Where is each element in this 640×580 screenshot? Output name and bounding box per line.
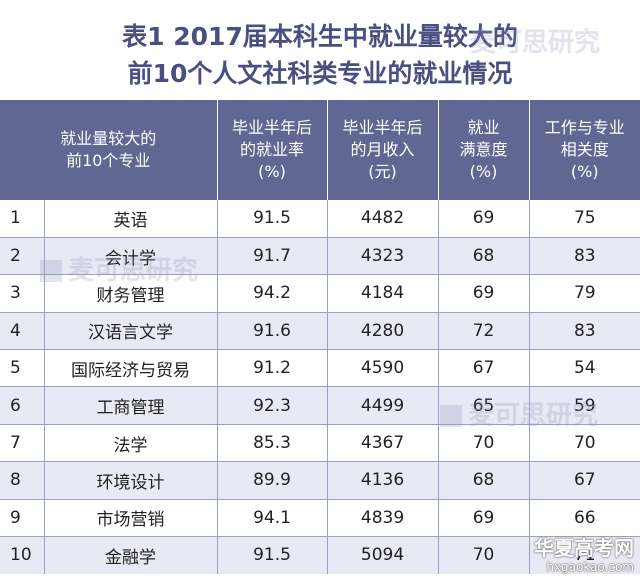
rank-cell: 6: [0, 386, 44, 425]
rank-cell: 9: [0, 499, 44, 538]
monthly-income-cell: 5094: [326, 536, 439, 574]
monthly-income-cell: 4280: [326, 312, 439, 351]
employment-rate-cell: 91.6: [216, 312, 328, 351]
table-row: 3 财务管理 94.2 4184 69 79: [0, 274, 640, 313]
rank-cell: 8: [0, 461, 44, 500]
employment-rate-cell: 85.3: [216, 424, 328, 463]
relevance-cell: 70: [528, 424, 640, 463]
employment-rate-cell: 91.7: [216, 237, 328, 276]
satisfaction-cell: 69: [437, 274, 530, 313]
monthly-income-cell: 4367: [326, 424, 439, 463]
table-row: 1 英语 91.5 4482 69 75: [0, 200, 640, 238]
header-monthly-income: 毕业半年后 的月收入 (元): [326, 100, 439, 200]
relevance-cell: 79: [528, 274, 640, 313]
rank-cell: 1: [0, 200, 44, 238]
employment-rate-cell: 91.2: [216, 349, 328, 388]
major-cell: 工商管理: [43, 386, 218, 425]
satisfaction-cell: 70: [437, 424, 530, 463]
monthly-income-cell: 4590: [326, 349, 439, 388]
relevance-cell: 66: [528, 499, 640, 538]
employment-table: 就业量较大的 前10个专业 毕业半年后 的就业率 (%) 毕业半年后 的月收入 …: [0, 100, 640, 574]
satisfaction-cell: 70: [437, 536, 530, 574]
monthly-income-cell: 4839: [326, 499, 439, 538]
employment-rate-cell: 94.2: [216, 274, 328, 313]
major-cell: 法学: [43, 424, 218, 463]
employment-rate-cell: 91.5: [216, 536, 328, 574]
rank-cell: 7: [0, 424, 44, 463]
satisfaction-cell: 67: [437, 349, 530, 388]
satisfaction-cell: 69: [437, 200, 530, 238]
header-relevance: 工作与专业 相关度 (%): [528, 100, 640, 200]
employment-rate-cell: 91.5: [216, 200, 328, 238]
major-cell: 金融学: [43, 536, 218, 574]
relevance-cell: 71: [528, 536, 640, 574]
relevance-cell: 54: [528, 349, 640, 388]
title-line-2: 前10个人文社科类专业的就业情况: [127, 59, 513, 88]
monthly-income-cell: 4323: [326, 237, 439, 276]
satisfaction-cell: 65: [437, 386, 530, 425]
major-cell: 财务管理: [43, 274, 218, 313]
satisfaction-cell: 68: [437, 461, 530, 500]
header-row: 就业量较大的 前10个专业 毕业半年后 的就业率 (%) 毕业半年后 的月收入 …: [0, 100, 640, 200]
header-major: 就业量较大的 前10个专业: [0, 100, 218, 200]
satisfaction-cell: 68: [437, 237, 530, 276]
table-row: 6 工商管理 92.3 4499 65 59: [0, 386, 640, 425]
rank-cell: 3: [0, 274, 44, 313]
rank-cell: 10: [0, 536, 44, 574]
monthly-income-cell: 4136: [326, 461, 439, 500]
major-cell: 汉语言文学: [43, 312, 218, 351]
satisfaction-cell: 72: [437, 312, 530, 351]
employment-rate-cell: 89.9: [216, 461, 328, 500]
relevance-cell: 67: [528, 461, 640, 500]
table-row: 7 法学 85.3 4367 70 70: [0, 424, 640, 463]
rank-cell: 5: [0, 349, 44, 388]
relevance-cell: 83: [528, 312, 640, 351]
table-row: 8 环境设计 89.9 4136 68 67: [0, 461, 640, 500]
relevance-cell: 75: [528, 200, 640, 238]
table-header: 就业量较大的 前10个专业 毕业半年后 的就业率 (%) 毕业半年后 的月收入 …: [0, 100, 640, 200]
satisfaction-cell: 69: [437, 499, 530, 538]
major-cell: 英语: [43, 200, 218, 238]
monthly-income-cell: 4499: [326, 386, 439, 425]
employment-rate-cell: 94.1: [216, 499, 328, 538]
major-cell: 环境设计: [43, 461, 218, 500]
title-line-1: 表1 2017届本科生中就业量较大的: [122, 22, 518, 51]
rank-cell: 4: [0, 312, 44, 351]
table-body: 1 英语 91.5 4482 69 75 2 会计学 91.7 4323 68 …: [0, 200, 640, 574]
rank-cell: 2: [0, 237, 44, 276]
monthly-income-cell: 4482: [326, 200, 439, 238]
header-employment-rate: 毕业半年后 的就业率 (%): [216, 100, 328, 200]
monthly-income-cell: 4184: [326, 274, 439, 313]
table-row: 4 汉语言文学 91.6 4280 72 83: [0, 312, 640, 351]
major-cell: 会计学: [43, 237, 218, 276]
employment-rate-cell: 92.3: [216, 386, 328, 425]
table-title: 表1 2017届本科生中就业量较大的 前10个人文社科类专业的就业情况: [0, 0, 640, 88]
site-watermark: 华夏高考网 hxgaokao.com: [534, 536, 634, 574]
relevance-cell: 83: [528, 237, 640, 276]
header-satisfaction: 就业 满意度 (%): [437, 100, 530, 200]
table-row: 10 金融学 91.5 5094 70 71: [0, 536, 640, 574]
table-row: 5 国际经济与贸易 91.2 4590 67 54: [0, 349, 640, 388]
table-row: 9 市场营销 94.1 4839 69 66: [0, 499, 640, 538]
major-cell: 市场营销: [43, 499, 218, 538]
table-row: 2 会计学 91.7 4323 68 83: [0, 237, 640, 276]
major-cell: 国际经济与贸易: [43, 349, 218, 388]
relevance-cell: 59: [528, 386, 640, 425]
